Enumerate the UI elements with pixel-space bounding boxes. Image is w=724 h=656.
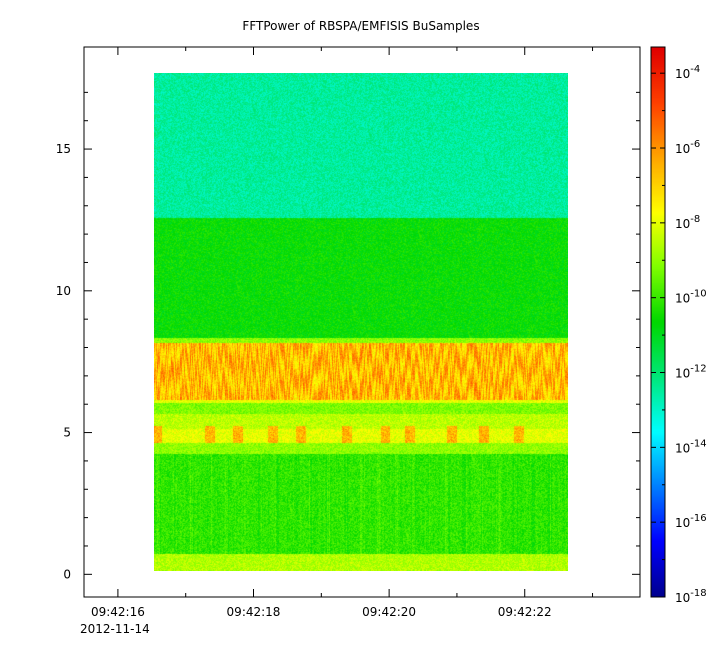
x-tick-label: 09:42:20 <box>362 605 416 619</box>
x-axis: 09:42:16 09:42:18 09:42:20 09:42:22 <box>91 47 594 619</box>
colorbar-frame <box>650 46 666 598</box>
colorbar-tick-label: 10-4 <box>675 64 700 81</box>
x-tick-label: 09:42:18 <box>227 605 281 619</box>
y-tick-label: 5 <box>63 426 71 440</box>
x-axis-date-label: 2012-11-14 <box>80 622 150 636</box>
colorbar-tick-label: 10-10 <box>675 289 707 306</box>
colorbar-tick-label: 10-14 <box>675 438 707 455</box>
chart-title: FFTPower of RBSPA/EMFISIS BuSamples <box>242 19 479 33</box>
x-tick-label: 09:42:22 <box>498 605 552 619</box>
y-tick-label: 15 <box>56 142 71 156</box>
colorbar-tick-label: 10-8 <box>675 214 700 231</box>
y-tick-label: 0 <box>63 567 71 581</box>
spectrogram-image <box>154 73 568 571</box>
colorbar-tick-label: 10-18 <box>675 588 707 605</box>
colorbar-gradient <box>651 47 665 597</box>
y-axis: 0 5 10 15 <box>56 91 640 581</box>
colorbar-tick-label: 10-16 <box>675 513 707 530</box>
x-tick-label: 09:42:16 <box>91 605 145 619</box>
colorbar-tick-label: 10-6 <box>675 139 700 156</box>
y-tick-label: 10 <box>56 284 71 298</box>
colorbar-tick-label: 10-12 <box>675 364 707 381</box>
